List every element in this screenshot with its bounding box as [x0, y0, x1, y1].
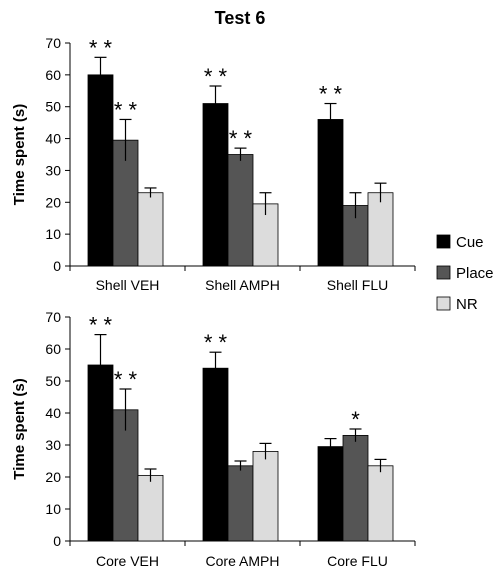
legend-label: Place — [456, 265, 494, 282]
significance-marker: * * — [89, 313, 113, 338]
bar — [202, 103, 229, 267]
significance-marker: * * — [319, 82, 343, 107]
legend-swatch — [436, 265, 451, 280]
significance-marker: * * — [229, 126, 253, 151]
category-label: Core FLU — [327, 553, 388, 569]
significance-marker: * — [351, 407, 360, 432]
bar — [112, 139, 139, 267]
bar — [137, 192, 164, 267]
y-tick-label: 0 — [53, 258, 61, 274]
significance-marker: * * — [114, 367, 138, 392]
bar — [202, 367, 229, 542]
legend: Cue Place NR — [436, 234, 494, 313]
y-tick-label: 40 — [45, 131, 61, 147]
bar — [317, 446, 344, 542]
y-tick-label: 50 — [45, 373, 61, 389]
y-tick-label: 30 — [45, 437, 61, 453]
y-tick-label: 40 — [45, 405, 61, 421]
y-tick-label: 10 — [45, 226, 61, 242]
legend-swatch — [436, 234, 451, 249]
category-label: Shell FLU — [327, 277, 388, 293]
category-label: Core VEH — [96, 553, 159, 569]
y-tick-label: 60 — [45, 67, 61, 83]
y-axis-label: Time spent (s) — [11, 104, 28, 205]
category-label: Shell VEH — [96, 277, 160, 293]
bar — [87, 74, 114, 267]
y-tick-label: 70 — [45, 35, 61, 51]
bar — [227, 465, 254, 542]
category-label: Core AMPH — [206, 553, 280, 569]
y-tick-label: 60 — [45, 341, 61, 357]
legend-label: Cue — [456, 234, 484, 251]
y-tick-label: 20 — [45, 469, 61, 485]
legend-label: NR — [456, 296, 478, 313]
bar — [227, 154, 254, 267]
legend-swatch — [436, 296, 451, 311]
bar — [342, 434, 369, 542]
bar — [367, 192, 394, 267]
significance-marker: * * — [204, 330, 228, 355]
bar — [367, 465, 394, 542]
bar — [317, 119, 344, 267]
bar — [252, 450, 279, 542]
category-label: Shell AMPH — [205, 277, 280, 293]
bar — [137, 474, 164, 542]
chart-core: Time spent (s) 0 10 20 30 40 50 60 70 Core VEH Cor… — [11, 309, 416, 569]
y-tick-label: 50 — [45, 99, 61, 115]
significance-marker: * * — [89, 35, 113, 60]
y-tick-label: 70 — [45, 309, 61, 325]
y-tick-label: 10 — [45, 501, 61, 517]
y-tick-label: 30 — [45, 162, 61, 178]
y-tick-label: 20 — [45, 194, 61, 210]
chart-shell: Time spent (s) 0 10 20 30 40 50 60 70 Shell VEH Sh… — [11, 35, 416, 293]
y-axis-label: Time spent (s) — [11, 378, 28, 479]
significance-marker: * * — [114, 97, 138, 122]
significance-marker: * * — [204, 64, 228, 89]
chart-title: Test 6 — [215, 8, 266, 28]
y-tick-label: 0 — [53, 533, 61, 549]
